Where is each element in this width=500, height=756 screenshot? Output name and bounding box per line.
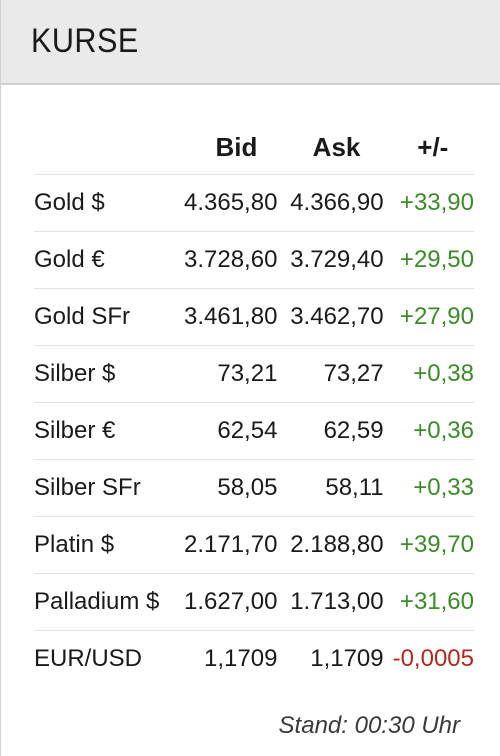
change-value: +0,36 <box>383 402 474 460</box>
panel-header: KURSE <box>1 0 500 85</box>
instrument-name: Silber € <box>34 402 166 460</box>
table-row: Palladium $1.627,00 1.713,00 +31,60 <box>34 573 474 631</box>
table-row: Gold €3.728,60 3.729,40 +29,50 <box>34 231 474 289</box>
column-header-ask: Ask <box>277 120 384 175</box>
bid-value: 1,1709 <box>204 645 278 672</box>
instrument-name: Platin $ <box>34 516 166 574</box>
instrument-name: Palladium $ <box>34 573 166 631</box>
panel-title: KURSE <box>31 22 139 60</box>
ask-value: 73,27 <box>277 345 384 403</box>
bid-value: 58,05 <box>165 459 278 517</box>
bid-value: 4.365,80 <box>165 174 278 232</box>
instrument-name: Gold $ <box>34 174 166 232</box>
bid-value: 2.171,70 <box>165 516 278 574</box>
table-row: Silber €62,54 62,59 +0,36 <box>34 402 474 460</box>
change-value: +0,38 <box>383 345 474 403</box>
bid-value: 3.461,80 <box>165 288 278 346</box>
table-row: Gold $4.365,80 4.366,90 +33,90 <box>34 174 474 232</box>
bid-value: 73,21 <box>165 345 278 403</box>
change-value: +31,60 <box>383 573 474 631</box>
table-row: Silber SFr 58,05 58,11 +0,33 <box>34 459 474 517</box>
change-value: +33,90 <box>383 174 474 232</box>
change-value: +0,33 <box>383 459 474 517</box>
ask-value: 1,1709 <box>310 645 384 672</box>
bid-value: 1.627,00 <box>165 573 278 631</box>
ask-value: 62,59 <box>277 402 384 460</box>
column-header-bid: Bid <box>165 120 278 175</box>
instrument-name: Gold SFr <box>34 288 166 346</box>
column-header-change: +/- <box>383 120 474 175</box>
ask-value: 2.188,80 <box>277 516 384 574</box>
table-row: Platin $2.171,70 2.188,80 +39,70 <box>34 516 474 574</box>
bid-value: 3.728,60 <box>165 231 278 289</box>
ask-value: 4.366,90 <box>277 174 384 232</box>
ask-value: 3.462,70 <box>277 288 384 346</box>
instrument-name: Gold € <box>34 231 166 289</box>
quotes-table-body: Gold $4.365,80 4.366,90 +33,90 Gold €3.728,… <box>34 174 474 688</box>
bid-value: 62,54 <box>165 402 278 460</box>
table-row: EUR/USD 1,1709 1,1709 -0,0005 <box>34 631 474 688</box>
ask-value: 3.729,40 <box>277 231 384 289</box>
ask-value: 1.713,00 <box>277 573 384 631</box>
change-value: +27,90 <box>383 288 474 346</box>
change-value: +29,50 <box>383 231 474 289</box>
change-value: +39,70 <box>383 516 474 574</box>
table-row: Gold SFr 3.461,80 3.462,70 +27,90 <box>34 288 474 346</box>
ask-value: 58,11 <box>277 459 384 517</box>
instrument-name: Silber $ <box>34 345 166 403</box>
instrument-name: EUR/USD <box>34 645 143 672</box>
quotes-table: Bid Ask +/- Gold $4.365,80 4.366,90 +33,90… <box>34 120 474 687</box>
table-header-row: Bid Ask +/- <box>34 120 474 175</box>
change-value: -0,0005 <box>392 645 474 672</box>
column-header-name <box>34 120 166 175</box>
instrument-name: Silber SFr <box>34 459 166 517</box>
table-row: Silber $73,21 73,27 +0,38 <box>34 345 474 403</box>
timestamp-label: Stand: 00:30 Uhr <box>278 712 460 739</box>
